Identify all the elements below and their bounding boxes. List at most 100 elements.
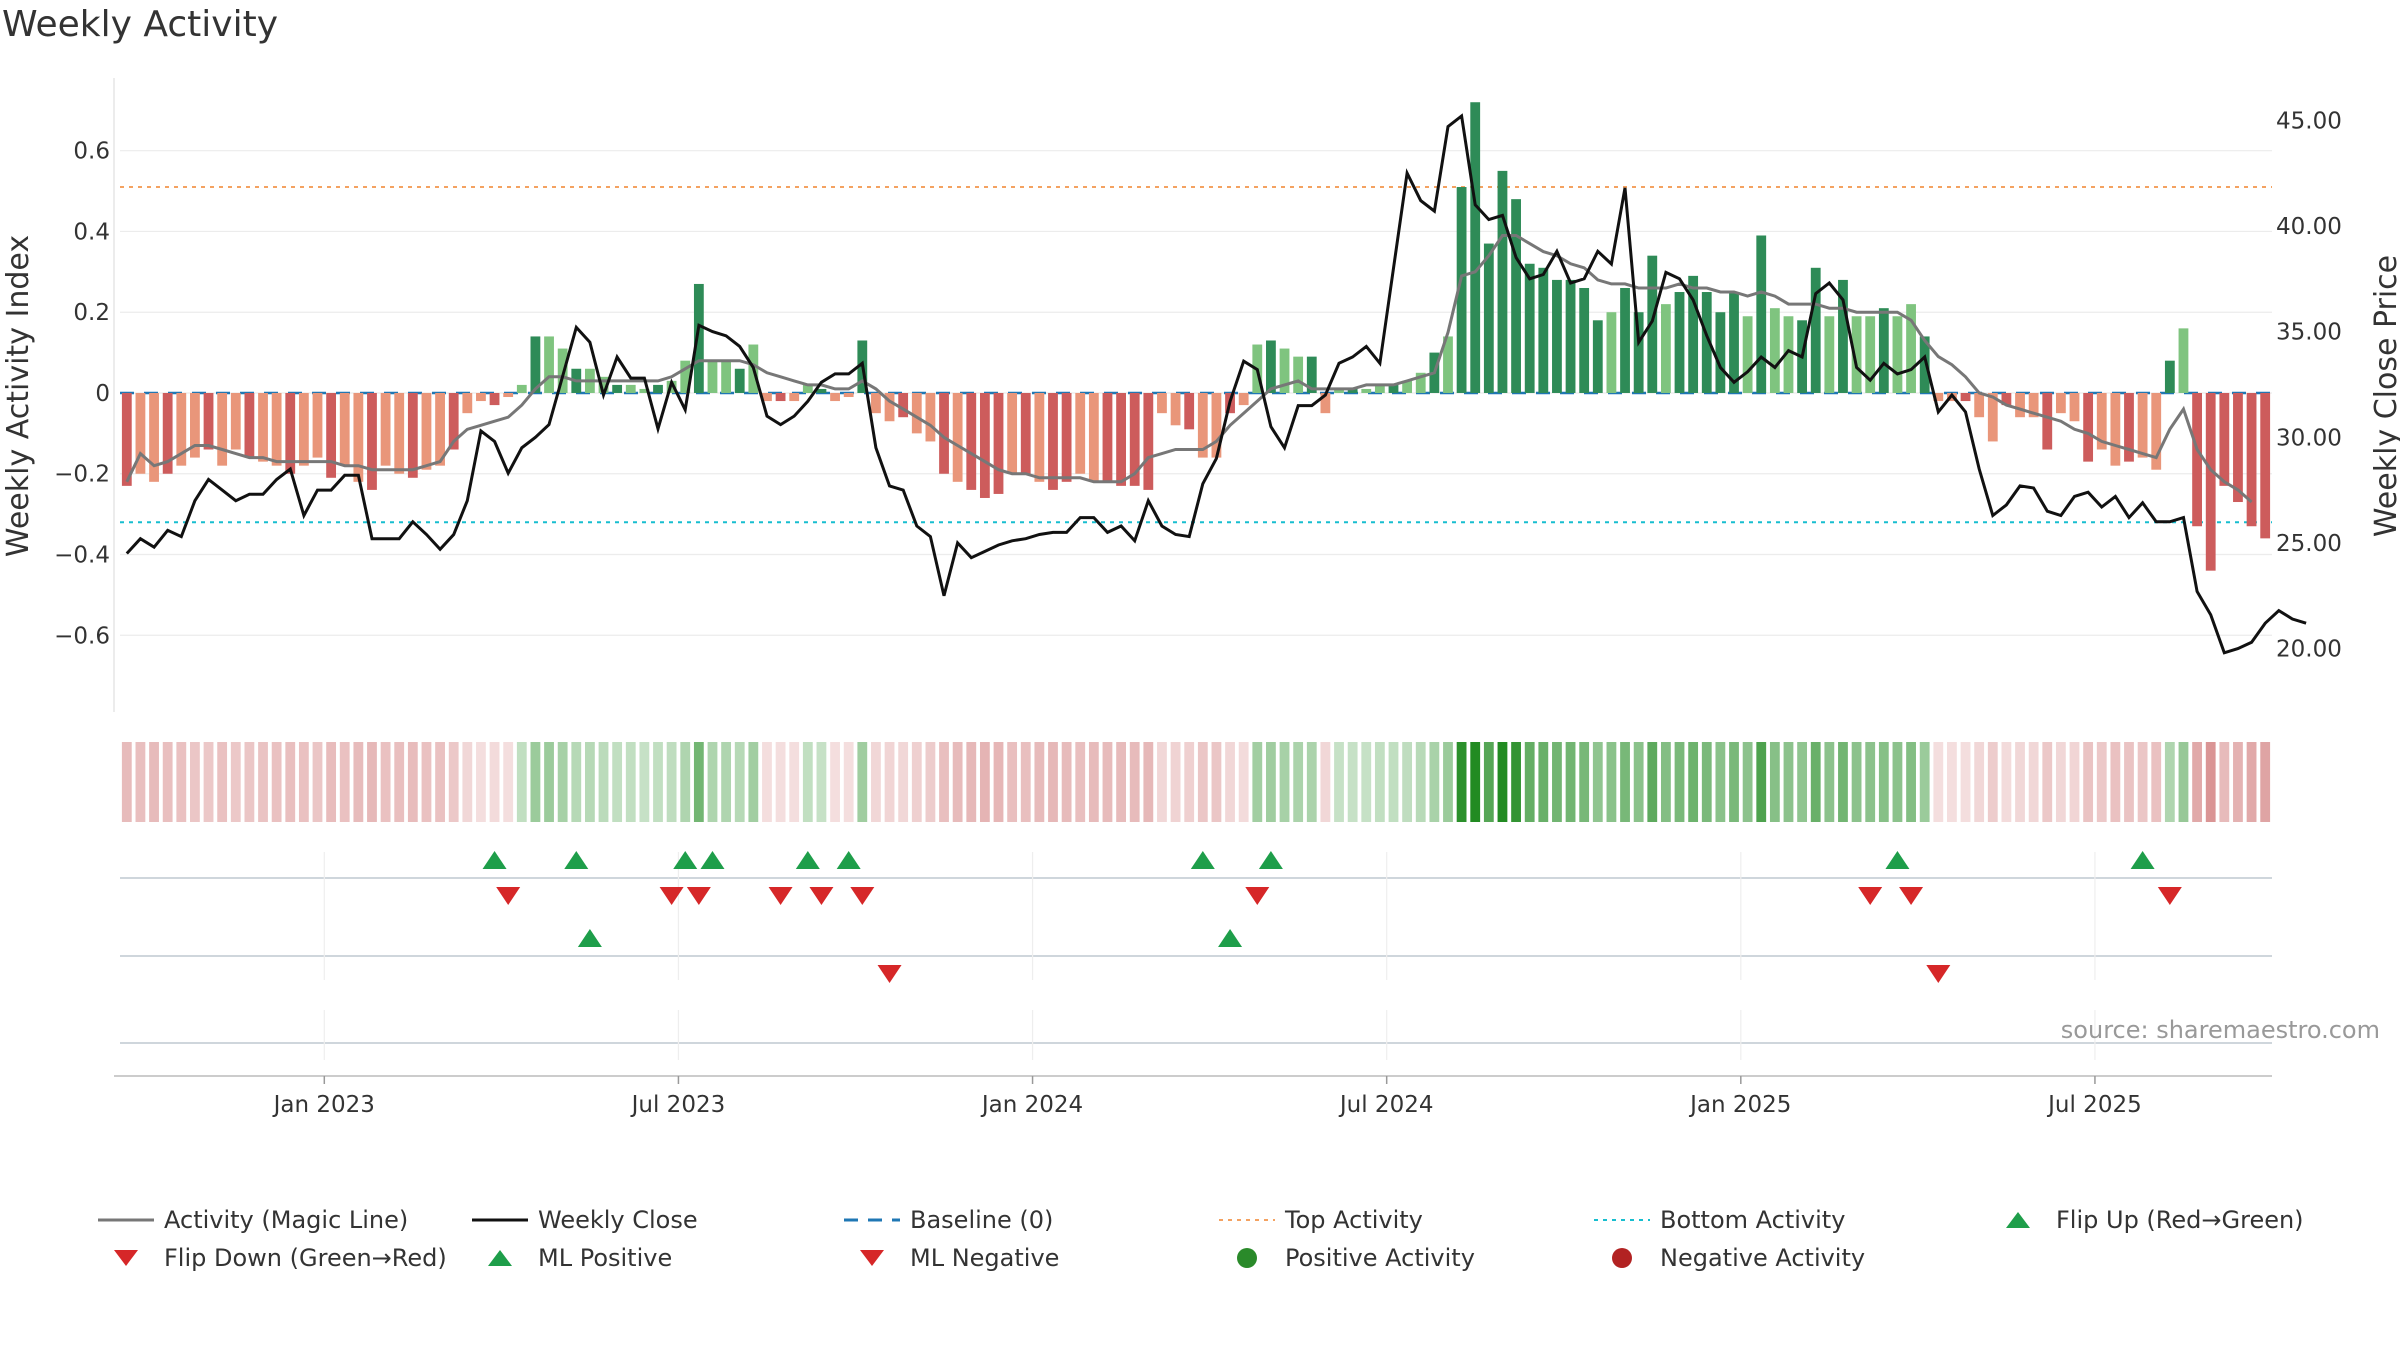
activity-strip-cell — [1061, 742, 1072, 822]
activity-strip-cell — [1170, 742, 1181, 822]
activity-bar — [2096, 392, 2107, 450]
weekly-close-line — [125, 113, 2307, 655]
activity-bar — [1865, 316, 1876, 393]
activity-strip-cell — [1987, 742, 1998, 822]
activity-bar — [149, 392, 159, 482]
activity-strip-cell — [789, 742, 800, 822]
activity-strip-cell — [775, 742, 786, 822]
activity-bar — [1824, 316, 1835, 393]
flip-down-marker — [809, 887, 834, 905]
activity-bar — [1293, 356, 1304, 393]
activity-bar — [680, 360, 691, 393]
activity-strip-cell — [1769, 742, 1780, 822]
y2-tick-label: 30.00 — [2276, 425, 2342, 451]
legend-label: ML Positive — [538, 1244, 673, 1272]
activity-strip-cell — [693, 742, 704, 822]
activity-bar — [435, 392, 445, 466]
legend-label: ML Negative — [910, 1244, 1060, 1272]
activity-strip-cell — [1034, 742, 1045, 822]
activity-strip-cell — [1197, 742, 1208, 822]
flip-up-marker — [836, 851, 861, 869]
activity-bar — [489, 392, 500, 406]
activity-strip-cell — [2083, 742, 2094, 822]
activity-strip-cell — [503, 742, 514, 822]
activity-bar — [1647, 255, 1658, 393]
activity-bar — [2260, 392, 2271, 539]
activity-bar — [339, 392, 350, 466]
activity-bars — [121, 102, 2271, 571]
activity-strip-cell — [135, 742, 146, 822]
activity-strip-cell — [121, 742, 132, 822]
activity-strip-cell — [516, 742, 527, 822]
activity-bar — [1851, 316, 1862, 393]
flip-up-marker — [1258, 851, 1283, 869]
activity-bar — [1048, 392, 1058, 490]
flip-down-marker — [659, 887, 684, 905]
activity-strip-cell — [2028, 742, 2039, 822]
activity-strip-cell — [1756, 742, 1767, 822]
activity-bar — [544, 336, 554, 393]
legend-label: Activity (Magic Line) — [164, 1206, 409, 1234]
legend-label: Top Activity — [1285, 1206, 1423, 1234]
legend-symbol — [1237, 1248, 1257, 1268]
activity-bar — [939, 392, 949, 474]
activity-bar — [1633, 312, 1644, 393]
activity-strip-cell — [871, 742, 881, 822]
activity-bar — [2055, 392, 2066, 414]
activity-bar — [1306, 356, 1317, 393]
y-tick-label: 0.2 — [73, 300, 110, 326]
activity-bar — [830, 392, 840, 402]
y-tick-label: −0.2 — [54, 462, 110, 488]
activity-bar — [1347, 388, 1358, 393]
activity-bar — [203, 392, 214, 450]
activity-bar — [530, 336, 541, 393]
activity-strip-cell — [1633, 742, 1644, 822]
activity-strip-cell — [707, 742, 718, 822]
activity-bar — [871, 392, 881, 414]
activity-bar — [721, 360, 732, 393]
activity-bar — [1157, 392, 1167, 414]
activity-strip-cell — [1334, 742, 1344, 822]
activity-bar — [217, 392, 228, 466]
activity-strip-cell — [298, 742, 309, 822]
activity-bar — [407, 392, 418, 478]
activity-bar — [1769, 308, 1780, 393]
activity-bar — [2164, 360, 2175, 393]
activity-strip-cell — [1838, 742, 1848, 822]
activity-bar — [1565, 279, 1576, 393]
activity-strip-cell — [489, 742, 500, 822]
flip-up-marker — [700, 851, 725, 869]
activity-bar — [2137, 392, 2148, 458]
activity-strip-cell — [1620, 742, 1630, 822]
activity-strip-cell — [312, 742, 323, 822]
activity-strip-cell — [271, 742, 282, 822]
activity-strip-cell — [830, 742, 840, 822]
activity-bar — [1538, 267, 1549, 393]
flip-down-marker — [850, 887, 875, 905]
flip-down-marker — [2157, 887, 2182, 905]
activity-bar — [802, 384, 813, 393]
activity-bar — [1456, 187, 1467, 393]
y-tick-label: −0.4 — [54, 543, 110, 569]
y-tick-label: −0.6 — [54, 623, 110, 649]
activity-strip-cell — [625, 742, 636, 822]
x-tick-label: Jul 2024 — [1338, 1092, 1434, 1118]
activity-strip-cell — [1266, 742, 1276, 822]
activity-bar — [1620, 287, 1630, 393]
activity-bar — [258, 392, 268, 462]
reference-lines — [120, 186, 2272, 524]
activity-bar — [775, 392, 786, 402]
activity-bar — [1088, 392, 1099, 482]
activity-bar — [421, 392, 432, 470]
activity-bar — [230, 392, 241, 450]
flip-up-marker — [1190, 851, 1215, 869]
series-lines — [125, 113, 2307, 655]
right-axis: 20.00 25.00 30.00 35.00 40.00 45.00 — [2276, 108, 2342, 662]
activity-strip-cell — [244, 742, 255, 822]
activity-strip-cell — [680, 742, 691, 822]
activity-bar — [190, 392, 200, 458]
activity-bar — [1402, 380, 1413, 393]
activity-bar — [2028, 392, 2039, 418]
legend-symbol — [1219, 1219, 1275, 1221]
